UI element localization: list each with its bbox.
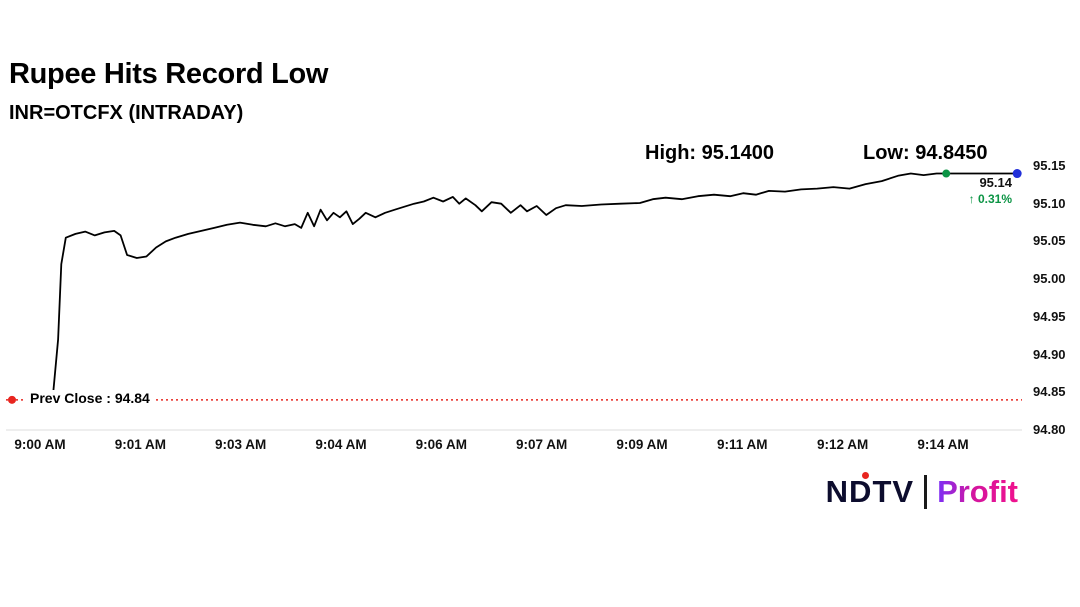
x-tick-label: 9:00 AM xyxy=(14,437,66,452)
ndtv-logo-red-dot-icon xyxy=(861,472,869,479)
x-tick-label: 9:09 AM xyxy=(616,437,668,452)
x-tick-label: 9:01 AM xyxy=(114,437,166,452)
last-price-label: 95.14 xyxy=(979,175,1012,190)
x-tick-label: 9:14 AM xyxy=(917,437,969,452)
y-tick-label: 94.85 xyxy=(1033,384,1066,400)
x-tick-label: 9:03 AM xyxy=(215,437,267,452)
prev-close-label: Prev Close : 94.84 xyxy=(26,389,154,406)
ndtv-profit-logo: NDTV Profit xyxy=(825,472,1018,510)
x-tick-label: 9:06 AM xyxy=(415,437,467,452)
price-line xyxy=(39,172,1019,398)
low-annotation: Low: 94.8450 xyxy=(863,142,988,164)
y-tick-label: 95.00 xyxy=(1033,271,1066,287)
page-title: Rupee Hits Record Low xyxy=(9,58,329,90)
x-tick-label: 9:12 AM xyxy=(816,437,869,452)
chart-subtitle: INR=OTCFX (INTRADAY) xyxy=(9,102,244,124)
latest-dot xyxy=(1012,169,1022,179)
profit-logo-text: Profit xyxy=(937,474,1018,509)
y-tick-label: 94.80 xyxy=(1033,422,1066,437)
x-tick-label: 9:11 AM xyxy=(717,437,768,452)
x-tick-label: 9:07 AM xyxy=(516,437,568,452)
y-tick-label: 94.95 xyxy=(1033,308,1066,324)
y-tick-label: 94.90 xyxy=(1033,346,1066,362)
price-chart xyxy=(6,169,1022,431)
ndtv-logo-text: NDTV xyxy=(825,474,915,509)
change-percent-label: ↑ 0.31% xyxy=(968,192,1012,206)
y-tick-label: 95.10 xyxy=(1033,195,1066,211)
high-annotation: High: 95.1400 xyxy=(645,142,774,164)
y-tick-label: 95.15 xyxy=(1033,158,1066,173)
prev-close-dot xyxy=(8,395,16,404)
logo-separator xyxy=(924,475,928,509)
x-tick-label: 9:04 AM xyxy=(315,437,367,452)
y-tick-label: 95.05 xyxy=(1033,233,1066,249)
last-trade-dot xyxy=(942,169,951,178)
